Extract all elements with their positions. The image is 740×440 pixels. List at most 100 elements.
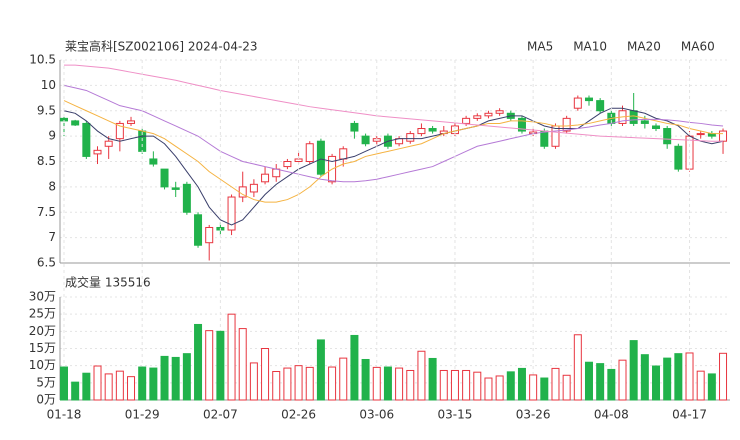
volume-bar	[249, 362, 258, 401]
volume-bar	[149, 367, 158, 401]
volume-bar	[316, 339, 325, 401]
y-tick-label: 15万	[29, 341, 56, 355]
volume-bar	[227, 313, 236, 401]
candle-body	[294, 158, 303, 162]
y-tick-label: 7	[48, 230, 56, 244]
volume-bar	[629, 340, 638, 401]
volume-bar	[138, 366, 147, 401]
x-tick-label: 03-06	[359, 408, 394, 422]
candle-body	[596, 100, 605, 112]
volume-bar	[283, 367, 292, 401]
volume-bar	[484, 377, 493, 401]
y-tick-label: 20万	[29, 324, 56, 338]
volume-bar	[462, 369, 471, 401]
y-tick-label: 25万	[29, 307, 56, 321]
volume-bar	[82, 372, 91, 401]
candle-body	[283, 161, 292, 168]
x-tick-label: 04-08	[594, 408, 629, 422]
candle-body	[93, 149, 102, 155]
ma-line	[63, 84, 724, 183]
volume-bar	[350, 334, 359, 401]
ma-line	[64, 64, 724, 142]
volume-bar	[584, 361, 593, 401]
volume-bar	[71, 381, 80, 401]
candle-body	[171, 187, 180, 190]
x-tick-label: 02-26	[281, 408, 316, 422]
volume-bar	[238, 328, 247, 401]
candle-body	[484, 112, 493, 117]
y-tick-label: 10万	[29, 358, 56, 372]
candle-body	[719, 130, 728, 142]
volume-bar	[104, 373, 113, 401]
candle-body	[663, 128, 672, 145]
candle-body	[562, 117, 571, 132]
x-tick-label: 03-15	[438, 408, 473, 422]
candle-body	[182, 183, 191, 213]
candle-body	[696, 133, 705, 136]
candle-body	[573, 97, 582, 109]
volume-bar	[618, 359, 627, 401]
candle-body	[652, 125, 661, 130]
candle-body	[517, 117, 526, 132]
candle-body	[71, 120, 80, 126]
volume-bar	[372, 366, 381, 401]
candle-body	[115, 122, 124, 140]
volume-bar	[93, 365, 102, 401]
candle-body	[428, 128, 437, 132]
x-tick-label: 01-29	[125, 408, 160, 422]
candle-body	[104, 140, 113, 147]
ma-line	[63, 107, 724, 226]
candle-body	[584, 97, 593, 102]
candle-body	[272, 168, 281, 178]
candle-body	[361, 135, 370, 145]
chart-title: 莱宝高科[SZ002106] 2024-04-23	[65, 39, 258, 54]
volume-bar	[294, 365, 303, 401]
volume-bar	[529, 374, 538, 401]
x-tick-label: 04-17	[672, 408, 707, 422]
volume-bar	[383, 366, 392, 401]
candle-body	[640, 120, 649, 124]
y-tick-label: 8.5	[37, 154, 56, 168]
y-tick-label: 9	[48, 129, 56, 143]
candle-body	[629, 110, 638, 124]
volume-bar	[640, 354, 649, 401]
volume-bar	[406, 369, 415, 401]
volume-bar	[573, 334, 582, 401]
volume-bar	[473, 371, 482, 401]
candle-body	[495, 110, 504, 114]
candle-body	[149, 158, 158, 165]
volume-bar	[428, 357, 437, 401]
volume-bar	[60, 366, 68, 401]
volume-bar	[261, 348, 270, 401]
volume-bar	[395, 367, 404, 401]
volume-bar	[663, 357, 672, 401]
candle-body	[160, 168, 169, 188]
candle-body	[473, 115, 482, 119]
candle-body	[462, 117, 471, 124]
volume-bar	[596, 363, 605, 401]
volume-bar	[540, 377, 549, 401]
volume-bar	[171, 356, 180, 401]
candle-body	[227, 196, 236, 231]
candle-body	[417, 128, 426, 135]
candle-body	[674, 145, 683, 170]
volume-bar	[707, 373, 716, 401]
volume-bar	[205, 330, 214, 401]
candle-body	[205, 226, 214, 244]
volume-bar	[339, 357, 348, 401]
volume-bar	[674, 353, 683, 401]
y-tick-label: 5万	[36, 375, 56, 389]
volume-bar	[115, 370, 124, 401]
volume-bar	[696, 370, 705, 401]
volume-bar	[182, 353, 191, 401]
candle-body	[406, 133, 415, 142]
volume-bar	[517, 367, 526, 401]
volume-bar	[719, 352, 728, 401]
candle-body	[551, 125, 560, 147]
y-tick-label: 0万	[36, 393, 56, 407]
y-tick-label: 8	[48, 179, 56, 193]
y-tick-label: 10	[41, 78, 56, 92]
volume-bar	[551, 367, 560, 401]
candle-body	[339, 148, 348, 160]
